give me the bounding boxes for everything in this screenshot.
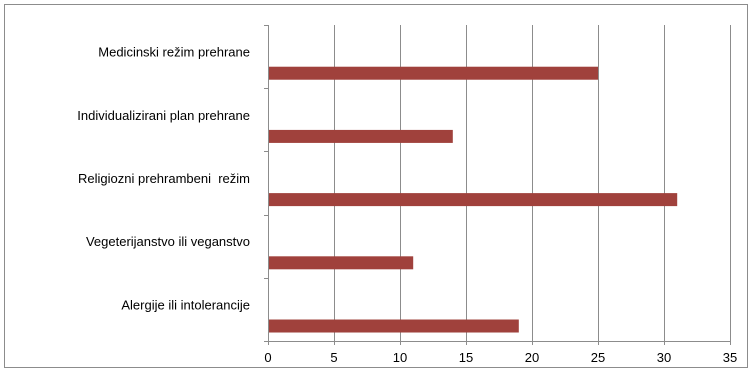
x-tick-label: 0 xyxy=(264,350,271,365)
bar xyxy=(269,66,598,80)
x-tick-label: 5 xyxy=(330,350,337,365)
axes xyxy=(264,25,731,345)
chart-frame xyxy=(4,4,748,368)
x-tick-label: 20 xyxy=(525,350,539,365)
category-label: Individualizirani plan prehrane xyxy=(77,108,250,123)
tick-labels: 0 5 10 15 20 25 30 35 xyxy=(264,350,737,365)
x-tick-label: 10 xyxy=(393,350,407,365)
category-label: Religiozni prehrambeni režim xyxy=(78,171,250,186)
bar xyxy=(269,319,519,333)
bar xyxy=(269,129,453,143)
bars xyxy=(269,66,678,333)
x-tick-label: 25 xyxy=(591,350,605,365)
x-tick-label: 35 xyxy=(723,350,737,365)
bar xyxy=(269,256,414,270)
category-label: Alergije ili intolerancije xyxy=(121,297,250,312)
bar xyxy=(269,193,678,207)
category-label: Vegeterijanstvo ili veganstvo xyxy=(86,234,250,249)
x-tick-label: 30 xyxy=(657,350,671,365)
category-label: Medicinski režim prehrane xyxy=(98,45,250,60)
x-tick-label: 15 xyxy=(459,350,473,365)
category-labels: Medicinski režim prehrane Individualizira… xyxy=(77,45,250,313)
